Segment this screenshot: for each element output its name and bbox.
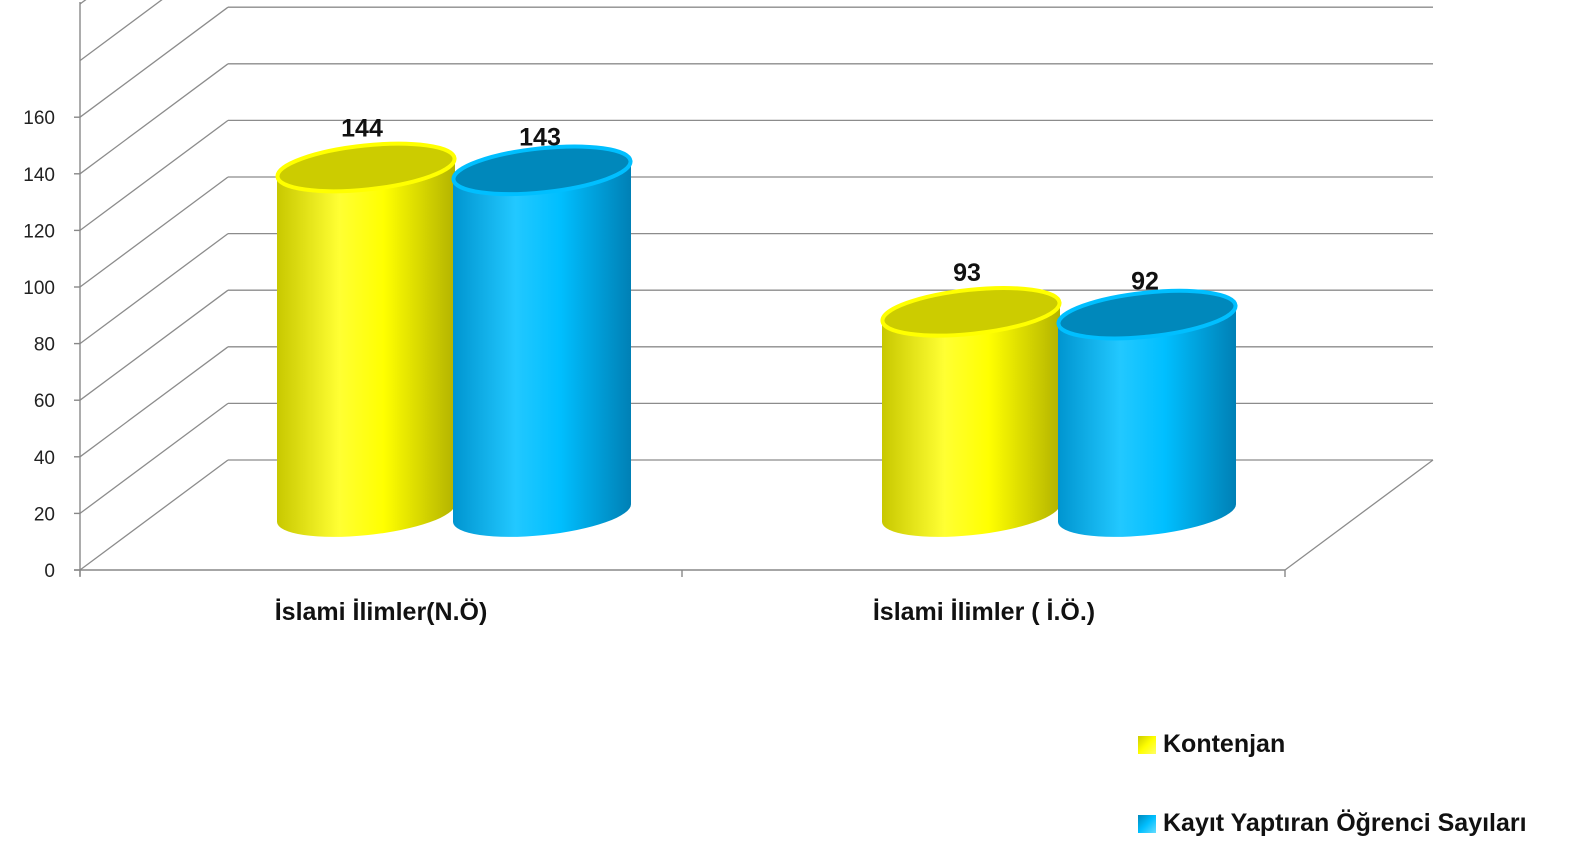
labels: İslami İlimler(N.Ö) İslami İlimler ( İ.Ö.…: [275, 114, 1159, 626]
gridline-side-3: [79, 289, 229, 401]
data-label-0-0: 144: [341, 114, 383, 142]
gridline-side-4: [79, 233, 229, 345]
x-tick-label-1: İslami İlimler ( İ.Ö.): [873, 597, 1095, 626]
gridline-side-9: [79, 0, 163, 62]
gridline-side-1: [79, 402, 229, 514]
data-label-1-1: 92: [1131, 268, 1159, 296]
x-tick-label-0: İslami İlimler(N.Ö): [275, 597, 488, 626]
y-tick-label-3: 60: [34, 391, 55, 412]
bar-top-0-0: [275, 141, 457, 194]
bar-body-0-1: [882, 302, 1061, 537]
y-tick-label-6: 120: [23, 221, 55, 242]
legend-item-1: Kayıt Yaptıran Öğrenci Sayıları: [1138, 809, 1578, 838]
legend-label-1: Kayıt Yaptıran Öğrenci Sayıları: [1163, 809, 1527, 837]
y-tick-label-0: 0: [44, 561, 55, 582]
gridline-side-6: [79, 119, 229, 231]
legend-label-0: Kontenjan: [1163, 730, 1286, 758]
gridline-side-7: [79, 63, 229, 175]
legend-item-0: Kontenjan: [1138, 730, 1578, 759]
y-tick-label-7: 140: [23, 165, 55, 186]
bar-0-0: [275, 141, 457, 537]
gridline-side-10: [79, 0, 87, 5]
gridline-side-8: [79, 6, 229, 118]
bar-top-0-1: [880, 286, 1062, 338]
bar-body-0-0: [277, 158, 456, 537]
y-tick-label-2: 40: [34, 448, 55, 469]
bar-1-1: [1056, 288, 1238, 537]
gridline-side-2: [79, 346, 229, 458]
data-label-1-0: 143: [519, 123, 561, 151]
y-tick-label-1: 20: [34, 504, 55, 525]
y-tick-label-4: 80: [34, 335, 55, 356]
floor-edge: [1284, 459, 1434, 571]
bar-1-0: [451, 144, 633, 537]
legend-swatch-0: [1138, 735, 1156, 754]
y-tick-label-8: 160: [23, 108, 55, 129]
gridline-side-5: [79, 176, 229, 288]
bar-body-1-0: [453, 161, 632, 537]
bar-top-1-0: [451, 144, 633, 197]
bar-body-1-1: [1058, 305, 1237, 537]
bars: [275, 141, 1238, 537]
bar-top-1-1: [1056, 288, 1238, 341]
data-label-0-1: 93: [953, 259, 981, 287]
y-tick-label-5: 100: [23, 278, 55, 299]
axes: 0 20 40 60 80 100 120 140 160: [23, 2, 1286, 582]
legend-swatch-1: [1138, 814, 1156, 833]
gridline-side-0: [79, 459, 229, 571]
bar-0-1: [880, 286, 1062, 537]
